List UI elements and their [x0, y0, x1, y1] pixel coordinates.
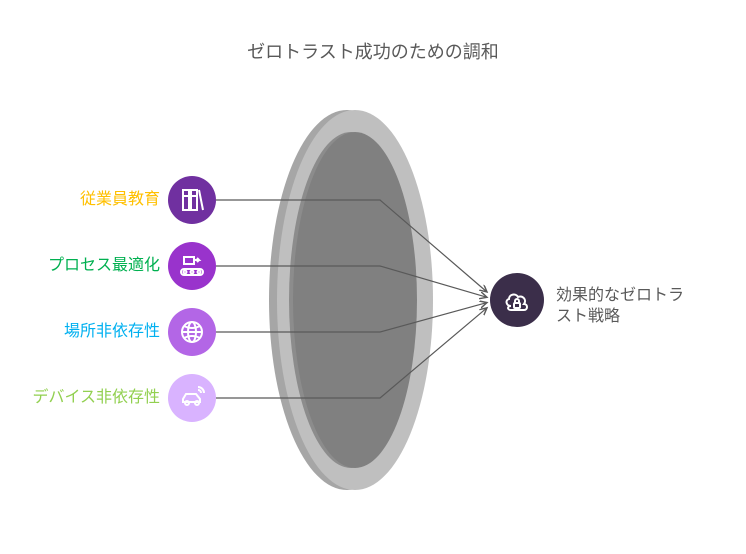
input-label-0: 従業員教育	[30, 190, 160, 209]
cloud-lock-icon	[501, 284, 533, 316]
input-icon-0	[168, 176, 216, 224]
globe-icon	[178, 318, 206, 346]
connector-lines	[216, 200, 487, 398]
diagram-canvas	[0, 0, 746, 554]
lens-shape	[269, 110, 433, 490]
diagram-title: ゼロトラスト成功のための調和	[0, 38, 746, 64]
input-label-1: プロセス最適化	[30, 256, 160, 275]
output-label: 効果的なゼロトラスト戦略	[556, 286, 686, 328]
input-icon-1	[168, 242, 216, 290]
output-node	[490, 273, 544, 327]
car-icon	[178, 384, 206, 412]
files-icon	[178, 186, 206, 214]
input-icon-3	[168, 374, 216, 422]
input-label-3: デバイス非依存性	[30, 388, 160, 407]
conveyor-icon	[178, 252, 206, 280]
input-label-2: 場所非依存性	[30, 322, 160, 341]
input-icon-2	[168, 308, 216, 356]
